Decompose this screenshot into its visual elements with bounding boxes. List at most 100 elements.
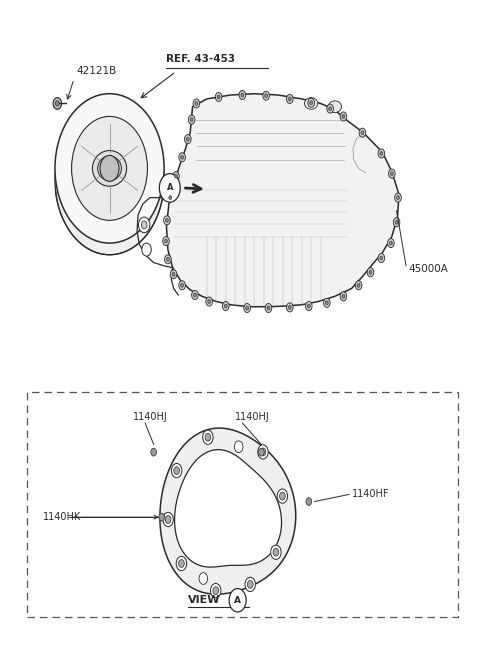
Circle shape bbox=[165, 255, 171, 264]
Circle shape bbox=[367, 268, 374, 277]
Circle shape bbox=[380, 151, 383, 155]
Circle shape bbox=[205, 434, 211, 441]
Circle shape bbox=[308, 98, 314, 107]
Circle shape bbox=[395, 220, 398, 224]
Circle shape bbox=[167, 257, 169, 261]
Circle shape bbox=[164, 215, 170, 225]
Circle shape bbox=[388, 169, 395, 178]
Circle shape bbox=[180, 155, 183, 159]
Circle shape bbox=[342, 294, 345, 298]
Circle shape bbox=[213, 587, 218, 595]
Circle shape bbox=[167, 193, 174, 202]
Circle shape bbox=[271, 545, 281, 559]
Circle shape bbox=[277, 489, 288, 503]
Circle shape bbox=[396, 196, 399, 200]
Circle shape bbox=[166, 218, 168, 222]
Circle shape bbox=[307, 304, 310, 308]
Circle shape bbox=[357, 284, 360, 288]
Circle shape bbox=[224, 304, 227, 308]
Circle shape bbox=[188, 115, 195, 124]
Circle shape bbox=[163, 236, 169, 246]
Circle shape bbox=[393, 217, 400, 227]
Circle shape bbox=[306, 498, 312, 506]
Circle shape bbox=[340, 112, 347, 121]
Polygon shape bbox=[160, 428, 296, 594]
Ellipse shape bbox=[304, 98, 318, 109]
Circle shape bbox=[176, 556, 187, 571]
Circle shape bbox=[378, 253, 384, 263]
Circle shape bbox=[324, 298, 330, 307]
Circle shape bbox=[247, 580, 253, 588]
Circle shape bbox=[279, 492, 285, 500]
Circle shape bbox=[151, 448, 156, 456]
Text: 45000A: 45000A bbox=[408, 264, 448, 274]
Circle shape bbox=[380, 256, 383, 260]
Polygon shape bbox=[167, 94, 399, 307]
Circle shape bbox=[192, 290, 198, 299]
Circle shape bbox=[180, 284, 183, 288]
FancyBboxPatch shape bbox=[26, 392, 458, 616]
Circle shape bbox=[325, 301, 328, 305]
Circle shape bbox=[186, 137, 189, 141]
Circle shape bbox=[138, 217, 150, 233]
Circle shape bbox=[170, 270, 177, 279]
Circle shape bbox=[245, 577, 255, 591]
Circle shape bbox=[172, 272, 175, 276]
Circle shape bbox=[199, 572, 207, 584]
Circle shape bbox=[169, 196, 172, 200]
Circle shape bbox=[234, 441, 243, 453]
Circle shape bbox=[267, 306, 270, 310]
Ellipse shape bbox=[97, 156, 121, 181]
Circle shape bbox=[378, 149, 384, 158]
Circle shape bbox=[310, 101, 312, 105]
Circle shape bbox=[217, 95, 220, 99]
Circle shape bbox=[165, 239, 168, 243]
Circle shape bbox=[159, 514, 165, 521]
Circle shape bbox=[203, 430, 213, 444]
Circle shape bbox=[175, 174, 178, 178]
Circle shape bbox=[229, 589, 246, 612]
Circle shape bbox=[100, 155, 119, 181]
Circle shape bbox=[287, 303, 293, 312]
Circle shape bbox=[259, 448, 264, 456]
Circle shape bbox=[395, 193, 401, 202]
Circle shape bbox=[211, 584, 221, 598]
Circle shape bbox=[141, 221, 147, 229]
Circle shape bbox=[206, 297, 213, 306]
Circle shape bbox=[288, 97, 291, 101]
Circle shape bbox=[389, 241, 392, 245]
Circle shape bbox=[193, 99, 200, 108]
Circle shape bbox=[173, 172, 179, 181]
Ellipse shape bbox=[93, 151, 127, 186]
Circle shape bbox=[369, 271, 372, 274]
Circle shape bbox=[342, 115, 345, 119]
Text: REF. 43-453: REF. 43-453 bbox=[167, 54, 236, 64]
Text: VIEW: VIEW bbox=[188, 595, 220, 605]
Circle shape bbox=[263, 91, 269, 100]
Circle shape bbox=[387, 238, 394, 248]
Circle shape bbox=[53, 98, 61, 109]
Ellipse shape bbox=[328, 101, 342, 113]
Circle shape bbox=[159, 174, 180, 202]
Circle shape bbox=[142, 243, 151, 256]
Circle shape bbox=[216, 92, 222, 102]
Circle shape bbox=[179, 281, 185, 290]
Circle shape bbox=[208, 299, 211, 303]
Circle shape bbox=[329, 107, 332, 111]
Polygon shape bbox=[175, 449, 282, 567]
Text: 1140HF: 1140HF bbox=[351, 489, 389, 499]
Text: A: A bbox=[234, 596, 241, 605]
Circle shape bbox=[327, 104, 334, 113]
Circle shape bbox=[287, 94, 293, 103]
Circle shape bbox=[56, 101, 59, 106]
Circle shape bbox=[241, 93, 244, 97]
Circle shape bbox=[361, 131, 364, 135]
Circle shape bbox=[244, 303, 251, 312]
Circle shape bbox=[179, 153, 185, 162]
Circle shape bbox=[55, 105, 164, 255]
Circle shape bbox=[340, 291, 347, 301]
Text: 1140HJ: 1140HJ bbox=[235, 412, 270, 422]
Circle shape bbox=[305, 301, 312, 310]
Circle shape bbox=[355, 281, 362, 290]
Circle shape bbox=[288, 305, 291, 309]
